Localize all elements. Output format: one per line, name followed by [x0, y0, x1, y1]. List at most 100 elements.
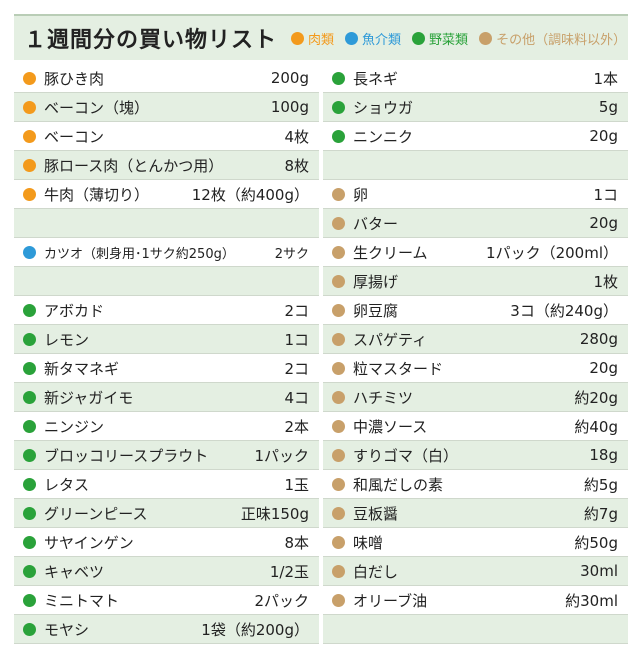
item-quantity: 約50g — [574, 533, 618, 552]
item-quantity: 1コ — [593, 185, 618, 204]
category-dot-icon — [332, 332, 345, 346]
item-quantity: 18g — [589, 446, 618, 464]
shopping-list-left-column: 豚ひき肉 200g ベーコン（塊） 100g ベーコン 4枚 豚ロース肉（とんかつ用） 8枚牛… — [14, 64, 319, 644]
category-dot-icon — [23, 477, 36, 491]
category-dot-icon — [23, 129, 36, 143]
item-quantity: 280g — [579, 330, 618, 348]
list-item: 長ネギ 1本 — [323, 64, 628, 93]
category-dot-icon — [332, 129, 345, 143]
list-item: ニンジン 2本 — [14, 412, 319, 441]
category-dot-icon — [23, 158, 36, 172]
item-name: 白だし — [353, 562, 399, 581]
item-quantity: 1袋（約200g） — [201, 620, 309, 639]
item-name: グリーンピース — [44, 504, 148, 523]
category-dot-icon — [23, 390, 36, 404]
list-item: 牛肉（薄切り） 12枚（約400g） — [14, 180, 319, 209]
item-name: 和風だしの素 — [353, 475, 444, 494]
list-item: ベーコン 4枚 — [14, 122, 319, 151]
category-dot-icon — [332, 448, 345, 462]
list-item: 新タマネギ 2コ — [14, 354, 319, 383]
category-dot-icon — [332, 535, 345, 549]
item-quantity: 約30ml — [565, 591, 618, 610]
list-item: ベーコン（塊） 100g — [14, 93, 319, 122]
list-item: ハチミツ 約20g — [323, 383, 628, 412]
list-item: オリーブ油 約30ml — [323, 586, 628, 615]
item-quantity: 20g — [589, 359, 618, 377]
category-dot-icon — [23, 448, 36, 462]
category-dot-icon — [332, 187, 345, 201]
list-item: 新ジャガイモ 4コ — [14, 383, 319, 412]
item-name: 豆板醤 — [353, 504, 399, 523]
item-quantity: 2コ — [284, 301, 309, 320]
item-quantity: 100g — [270, 98, 309, 116]
item-quantity: 約20g — [574, 388, 618, 407]
category-dot-icon — [332, 100, 345, 114]
category-dot-icon — [23, 100, 36, 114]
legend-item-other: その他（調味料以外） — [479, 29, 626, 48]
item-name: サヤインゲン — [44, 533, 134, 552]
meat-dot-icon — [291, 31, 305, 45]
item-quantity: 1パック（200ml） — [486, 243, 618, 262]
item-name: ベーコン（塊） — [44, 98, 150, 117]
vegetable-dot-icon — [412, 31, 426, 45]
item-name: 卵 — [353, 185, 369, 204]
category-dot-icon — [332, 390, 345, 404]
list-item: 生クリーム 1パック（200ml） — [323, 238, 628, 267]
item-quantity: 1コ — [284, 330, 309, 349]
legend-item-meat: 肉類 — [291, 29, 334, 48]
category-dot-icon — [23, 622, 36, 636]
item-quantity: 200g — [270, 69, 309, 87]
item-name: 厚揚げ — [353, 272, 399, 291]
list-item: スパゲティ 280g — [323, 325, 628, 354]
item-name: スパゲティ — [353, 330, 428, 349]
list-item: カツオ（刺身用･1サク約250g） 2サク — [14, 238, 319, 267]
item-name: ショウガ — [353, 98, 414, 117]
category-dot-icon — [23, 419, 36, 433]
item-name: カツオ（刺身用･1サク約250g） — [44, 246, 235, 262]
list-item: レモン 1コ — [14, 325, 319, 354]
list-item: サヤインゲン 8本 — [14, 528, 319, 557]
category-dot-icon — [23, 506, 36, 520]
fish-dot-icon — [345, 31, 359, 45]
category-dot-icon — [23, 361, 36, 375]
item-name: 新タマネギ — [44, 359, 120, 378]
item-quantity: 20g — [589, 127, 618, 145]
category-dot-icon — [332, 245, 345, 259]
item-name: 長ネギ — [353, 69, 399, 88]
category-dot-icon — [23, 187, 36, 201]
category-dot-icon — [332, 419, 345, 433]
list-item: グリーンピース 正味150g — [14, 499, 319, 528]
item-name: すりゴマ（白） — [353, 446, 459, 465]
item-quantity: 約40g — [574, 417, 618, 436]
item-quantity: 12枚（約400g） — [191, 185, 309, 204]
item-name: ニンジン — [44, 417, 105, 436]
list-item: モヤシ 1袋（約200g） — [14, 615, 319, 644]
list-item-empty — [14, 267, 319, 296]
item-name: キャベツ — [44, 562, 105, 581]
list-item: ブロッコリースプラウト 1パック — [14, 441, 319, 470]
item-quantity: 約7g — [583, 504, 618, 523]
category-dot-icon — [23, 593, 36, 607]
item-quantity: 4枚 — [284, 127, 309, 146]
category-dot-icon — [332, 477, 345, 491]
item-name: オリーブ油 — [353, 591, 428, 610]
item-name: レタス — [44, 475, 90, 494]
list-item: バター 20g — [323, 209, 628, 238]
category-dot-icon — [332, 216, 345, 230]
item-name: ニンニク — [353, 127, 414, 146]
item-quantity: 2サク — [274, 246, 309, 262]
category-dot-icon — [332, 564, 345, 578]
category-dot-icon — [332, 506, 345, 520]
item-name: ハチミツ — [353, 388, 414, 407]
list-item: 白だし 30ml — [323, 557, 628, 586]
legend-label: 肉類 — [308, 32, 335, 48]
list-header: １週間分の買い物リスト 肉類 魚介類 野菜類 その他（調味料以外） — [14, 14, 628, 60]
item-quantity: 5g — [598, 98, 618, 116]
item-name: 粒マスタード — [353, 359, 444, 378]
list-item: レタス 1玉 — [14, 470, 319, 499]
item-name: 生クリーム — [353, 243, 428, 262]
item-name: モヤシ — [44, 620, 90, 639]
category-dot-icon — [23, 535, 36, 549]
item-name: 卵豆腐 — [353, 301, 399, 320]
category-dot-icon — [332, 71, 345, 85]
